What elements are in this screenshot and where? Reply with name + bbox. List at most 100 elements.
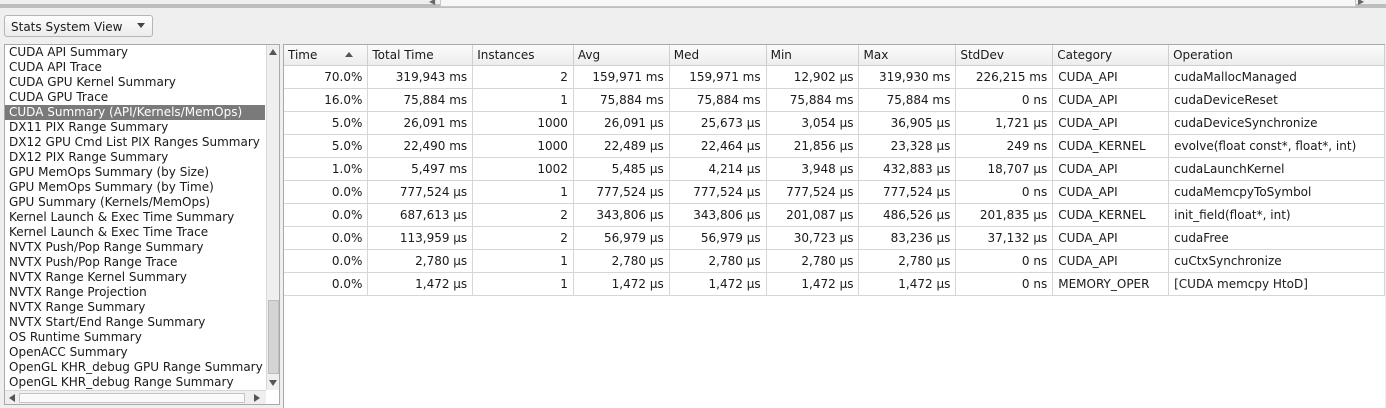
table-row[interactable]: 5.0% 26,091 ms 1000 26,091 µs 25,673 µs 3,054…: [284, 111, 1385, 135]
report-list-item[interactable]: NVTX Push/Pop Range Trace: [9, 255, 178, 269]
scrollbar-thumb[interactable]: [19, 393, 245, 403]
table-row[interactable]: 0.0% 687,613 µs 2 343,806 µs 343,806 µs 201,0…: [284, 203, 1385, 227]
report-list-item[interactable]: NVTX Range Kernel Summary: [9, 270, 187, 284]
table-cell: cudaDeviceReset: [1168, 88, 1385, 112]
scrollbar-thumb[interactable]: [268, 300, 279, 374]
report-list-item[interactable]: NVTX Range Summary: [9, 300, 146, 314]
table-cell: 0.0%: [284, 203, 369, 227]
report-list-item[interactable]: GPU Summary (Kernels/MemOps): [9, 195, 211, 209]
view-selector-label: Stats System View: [11, 20, 123, 34]
top-horizontal-scrollbar[interactable]: ◀ ▶: [0, 0, 1386, 8]
report-list-item[interactable]: CUDA GPU Kernel Summary: [9, 75, 176, 89]
report-list-item[interactable]: GPU MemOps Summary (by Time): [9, 180, 214, 194]
table-cell: 4,214 µs: [669, 157, 767, 181]
table-cell: 777,524 µs: [573, 180, 670, 204]
table-cell: 201,835 µs: [955, 203, 1054, 227]
table-row[interactable]: 1.0% 5,497 ms 1002 5,485 µs 4,214 µs 3,948 µs…: [284, 157, 1385, 181]
report-list-item[interactable]: DX12 PIX Range Summary: [9, 150, 169, 164]
table-row[interactable]: 70.0% 319,943 ms 2 159,971 ms 159,971 ms 12,9…: [284, 65, 1385, 89]
column-header-max[interactable]: Max: [858, 45, 957, 66]
table-row[interactable]: 0.0% 2,780 µs 1 2,780 µs 2,780 µs 2,780 µs 2,7…: [284, 249, 1385, 273]
column-header-label: Category: [1057, 48, 1113, 62]
table-cell: 3,054 µs: [766, 111, 860, 135]
table-cell: 1,472 µs: [573, 272, 670, 296]
table-cell: 1,472 µs: [858, 272, 957, 296]
table-cell: evolve(float const*, float*, int): [1168, 134, 1385, 158]
report-list-item[interactable]: OpenGL KHR_debug Range Summary: [9, 375, 234, 389]
table-cell: 0.0%: [284, 272, 369, 296]
report-list-item[interactable]: DX12 GPU Cmd List PIX Ranges Summary: [9, 135, 260, 149]
column-header-operation[interactable]: Operation: [1168, 45, 1385, 66]
report-list-item[interactable]: CUDA API Trace: [9, 60, 102, 74]
scroll-down-arrow-icon[interactable]: [269, 380, 277, 386]
table-cell: 1000: [472, 111, 574, 135]
table-cell: 12,902 µs: [766, 65, 860, 89]
column-header-total-time[interactable]: Total Time: [367, 45, 474, 66]
report-list-item[interactable]: CUDA API Summary: [9, 45, 129, 59]
table-cell: 75,884 ms: [858, 88, 957, 112]
table-cell: CUDA_API: [1052, 249, 1170, 273]
table-cell: 0.0%: [284, 249, 369, 273]
table-cell: 1: [472, 272, 574, 296]
scroll-left-arrow-icon[interactable]: ◀: [429, 0, 436, 6]
table-cell: 226,215 ms: [955, 65, 1054, 89]
report-list-item[interactable]: OpenACC Summary: [9, 345, 128, 359]
table-cell: 21,856 µs: [766, 134, 860, 158]
report-list-horizontal-scrollbar[interactable]: [5, 390, 266, 404]
table-cell: 18,707 µs: [955, 157, 1054, 181]
table-cell: 26,091 µs: [573, 111, 670, 135]
table-cell: CUDA_KERNEL: [1052, 203, 1170, 227]
table-cell: 2: [472, 226, 574, 250]
report-list-item[interactable]: CUDA GPU Trace: [9, 90, 109, 104]
column-header-label: Min: [770, 48, 792, 62]
table-row[interactable]: 0.0% 113,959 µs 2 56,979 µs 56,979 µs 30,723 …: [284, 226, 1385, 250]
table-cell: init_field(float*, int): [1168, 203, 1385, 227]
table-cell: 2,780 µs: [766, 249, 860, 273]
table-row[interactable]: 0.0% 1,472 µs 1 1,472 µs 1,472 µs 1,472 µs 1,4…: [284, 272, 1385, 296]
table-cell: cudaFree: [1168, 226, 1385, 250]
scroll-up-arrow-icon[interactable]: [269, 49, 277, 55]
table-cell: 36,905 µs: [858, 111, 957, 135]
table-cell: 687,613 µs: [367, 203, 474, 227]
report-list-item[interactable]: GPU MemOps Summary (by Size): [9, 165, 210, 179]
table-cell: 0.0%: [284, 180, 369, 204]
column-header-label: Avg: [577, 48, 601, 62]
scroll-left-arrow-icon[interactable]: [9, 394, 15, 402]
column-header-avg[interactable]: Avg: [573, 45, 670, 66]
column-header-instances[interactable]: Instances: [472, 45, 574, 66]
column-header-stddev[interactable]: StdDev: [955, 45, 1054, 66]
table-cell: 319,943 ms: [367, 65, 474, 89]
report-list-item[interactable]: OS Runtime Summary: [9, 330, 142, 344]
column-header-label: Med: [673, 48, 700, 62]
scroll-right-arrow-icon[interactable]: ▶: [1358, 0, 1365, 6]
report-list-item[interactable]: NVTX Range Projection: [9, 285, 147, 299]
table-cell: 1000: [472, 134, 574, 158]
report-list-item[interactable]: NVTX Push/Pop Range Summary: [9, 240, 204, 254]
table-cell: 1,472 µs: [766, 272, 860, 296]
column-header-time[interactable]: Time: [284, 45, 369, 66]
report-list-item[interactable]: NVTX Start/End Range Summary: [9, 315, 206, 329]
table-cell: 56,979 µs: [573, 226, 670, 250]
report-list-item[interactable]: OpenGL KHR_debug GPU Range Summary: [9, 360, 263, 374]
report-list-item[interactable]: Kernel Launch & Exec Time Summary: [9, 210, 235, 224]
column-header-category[interactable]: Category: [1052, 45, 1170, 66]
table-cell: 1002: [472, 157, 574, 181]
view-selector-dropdown[interactable]: Stats System View: [4, 15, 153, 37]
column-header-min[interactable]: Min: [766, 45, 860, 66]
table-row[interactable]: 5.0% 22,490 ms 1000 22,489 µs 22,464 µs 21,85…: [284, 134, 1385, 158]
table-row[interactable]: 0.0% 777,524 µs 1 777,524 µs 777,524 µs 777,5…: [284, 180, 1385, 204]
scrollbar-thumb[interactable]: [440, 0, 1356, 7]
column-header-label: Instances: [477, 48, 535, 62]
table-cell: 1,472 µs: [669, 272, 767, 296]
table-cell: 343,806 µs: [573, 203, 670, 227]
scroll-right-arrow-icon[interactable]: [254, 394, 260, 402]
table-cell: 0 ns: [955, 180, 1054, 204]
column-header-med[interactable]: Med: [669, 45, 767, 66]
report-list-item[interactable]: CUDA Summary (API/Kernels/MemOps): [5, 105, 265, 120]
report-list-panel: CUDA API Summary CUDA API Trace CUDA GPU K…: [4, 44, 280, 405]
table-row[interactable]: 16.0% 75,884 ms 1 75,884 ms 75,884 ms 75,884 …: [284, 88, 1385, 112]
report-list-vertical-scrollbar[interactable]: [266, 45, 279, 390]
table-cell: CUDA_KERNEL: [1052, 134, 1170, 158]
report-list-item[interactable]: DX11 PIX Range Summary: [9, 120, 169, 134]
report-list-item[interactable]: Kernel Launch & Exec Time Trace: [9, 225, 209, 239]
